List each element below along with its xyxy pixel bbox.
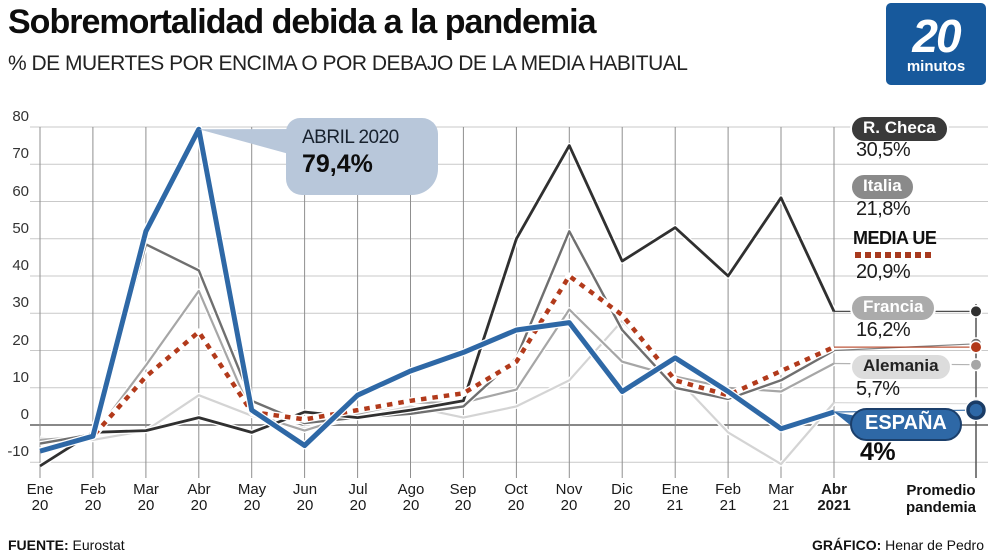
infographic-excess-mortality: Sobremortalidad debida a la pandemia % D… bbox=[0, 0, 990, 556]
line-chart bbox=[30, 125, 988, 478]
